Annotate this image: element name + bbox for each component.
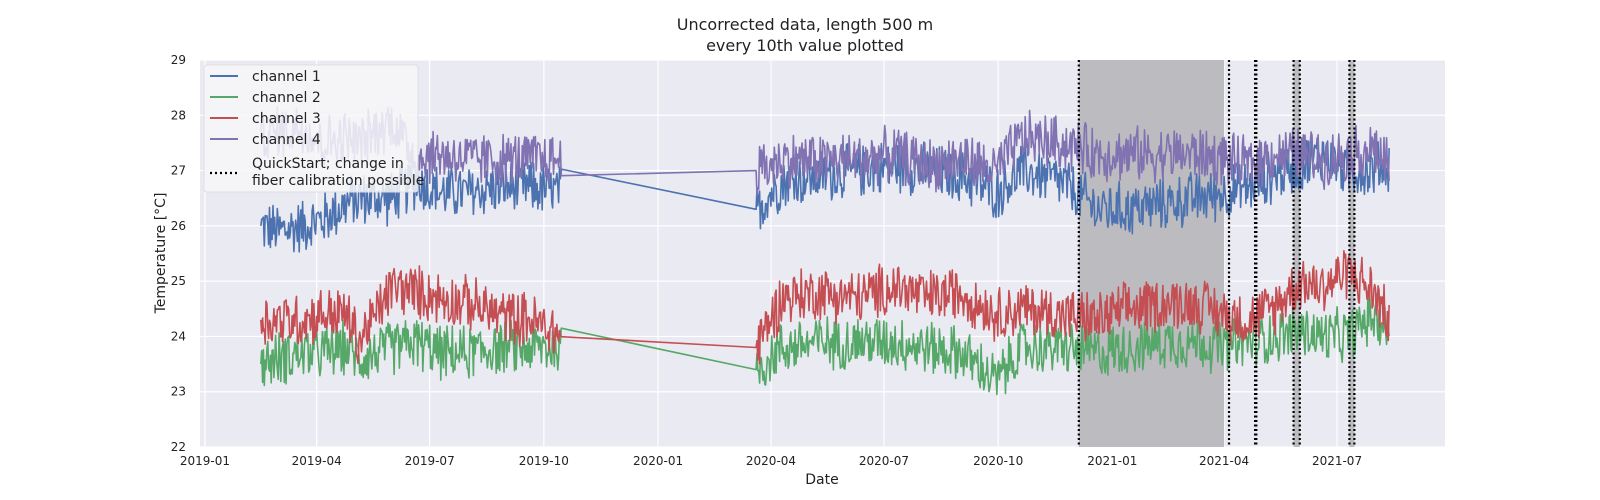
x-tick-label: 2020-04 <box>746 454 796 468</box>
legend-label-quickstart-line-2: fiber calibration possible <box>252 173 424 189</box>
x-tick-label: 2019-10 <box>519 454 569 468</box>
y-tick-label: 23 <box>171 385 186 399</box>
shaded-period <box>1349 60 1355 447</box>
legend-label-quickstart-line-1: QuickStart; change in <box>252 156 404 172</box>
y-tick-label: 22 <box>171 440 186 454</box>
shaded-period <box>1078 60 1225 447</box>
y-tick-label: 27 <box>171 164 186 178</box>
y-axis-label: Temperature [°C] <box>153 193 169 315</box>
series-line-3 <box>260 250 1390 365</box>
chart-title-line-1: Uncorrected data, length 500 m <box>677 15 933 34</box>
legend-label-2: channel 2 <box>252 90 321 106</box>
y-tick-label: 25 <box>171 274 186 288</box>
x-tick-label: 2019-01 <box>180 454 230 468</box>
x-axis-label: Date <box>805 472 838 488</box>
legend-label-3: channel 3 <box>252 111 321 127</box>
x-tick-label: 2020-01 <box>633 454 683 468</box>
y-tick-label: 28 <box>171 108 186 122</box>
y-axis-ticks: 22 23 24 25 26 27 28 29 <box>171 53 186 454</box>
legend-label-1: channel 1 <box>252 69 321 85</box>
x-tick-label: 2020-07 <box>859 454 909 468</box>
legend: channel 1 channel 2 channel 3 channel 4 Quic… <box>203 64 424 193</box>
legend-box <box>203 64 419 193</box>
x-tick-label: 2019-04 <box>292 454 342 468</box>
y-tick-label: 26 <box>171 219 186 233</box>
x-tick-label: 2020-10 <box>973 454 1023 468</box>
y-tick-label: 29 <box>171 53 186 67</box>
shaded-periods <box>1078 60 1355 447</box>
x-tick-label: 2019-07 <box>405 454 455 468</box>
y-tick-label: 24 <box>171 329 186 343</box>
chart-title-line-2: every 10th value plotted <box>706 36 904 55</box>
x-tick-label: 2021-01 <box>1087 454 1137 468</box>
shaded-period <box>1293 60 1300 447</box>
quickstart-lines <box>1077 60 1356 447</box>
x-tick-label: 2021-04 <box>1199 454 1249 468</box>
x-axis-ticks: 2019-01 2019-04 2019-07 2019-10 2020-01 2020-… <box>180 454 1362 468</box>
x-tick-label: 2021-07 <box>1312 454 1362 468</box>
legend-label-4: channel 4 <box>252 132 321 148</box>
series-line-2 <box>260 290 1390 396</box>
